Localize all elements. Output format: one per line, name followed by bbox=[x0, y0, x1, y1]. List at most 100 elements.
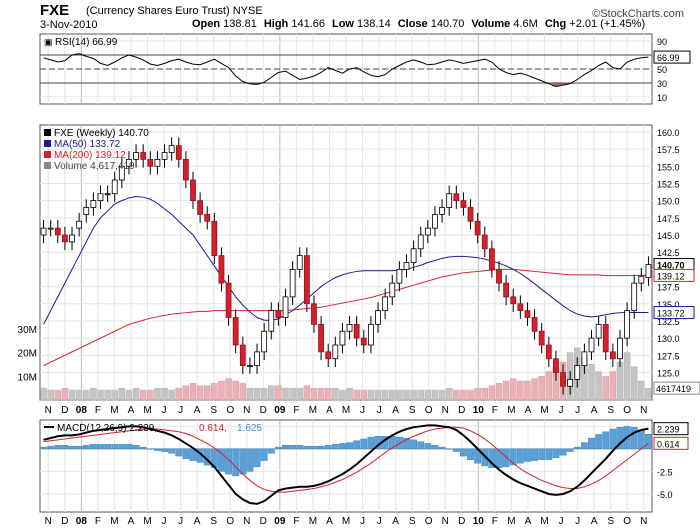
macd-x-tick-label: N bbox=[243, 516, 250, 527]
macd-histogram-bar bbox=[609, 428, 617, 450]
price-y-tick-label: 150.0 bbox=[657, 197, 680, 207]
volume-bar bbox=[445, 387, 453, 401]
price-x-tick-label: S bbox=[607, 405, 614, 416]
price-y-tick-label: 147.5 bbox=[657, 214, 680, 224]
volume-bar bbox=[410, 390, 417, 401]
price-x-tick-label: O bbox=[226, 405, 234, 416]
price-x-tick-label: S bbox=[409, 405, 416, 416]
volume-bar bbox=[374, 390, 382, 401]
candle-body bbox=[339, 330, 346, 346]
price-y-tick-label: 142.5 bbox=[657, 248, 680, 258]
volume-bar bbox=[638, 380, 645, 401]
macd-histogram-bar bbox=[104, 444, 112, 450]
macd-x-tick-label: M bbox=[309, 516, 317, 527]
macd-x-tick-label: O bbox=[623, 516, 631, 527]
price-x-tick-label: O bbox=[425, 405, 433, 416]
macd-histogram-bar bbox=[89, 444, 97, 450]
quote-high-label: High bbox=[263, 18, 292, 30]
candle-body bbox=[47, 227, 54, 230]
candle-body bbox=[432, 213, 438, 229]
macd-histogram-bar bbox=[438, 446, 446, 450]
quote-chg-value: +2.01 (+1.45%) bbox=[569, 18, 646, 30]
macd-histogram-bar bbox=[403, 437, 410, 450]
candle-body bbox=[638, 275, 645, 284]
rsi-legend: RSI(14) 66.99 bbox=[55, 37, 118, 48]
macd-histogram-bar bbox=[552, 448, 560, 459]
volume-bar bbox=[168, 390, 175, 401]
macd-histogram-bar bbox=[431, 445, 439, 450]
price-x-tick-label: O bbox=[623, 405, 631, 416]
rsi-oversold-fill bbox=[559, 83, 567, 86]
volume-bar bbox=[630, 366, 638, 401]
macd-histogram-bar bbox=[360, 438, 368, 450]
volume-bar bbox=[360, 390, 368, 401]
macd-x-tick-label: M bbox=[507, 516, 515, 527]
candle-body bbox=[118, 165, 125, 181]
volume-bar bbox=[147, 390, 154, 401]
macd-histogram-bar bbox=[630, 427, 638, 450]
price-x-tick-label: A bbox=[591, 405, 598, 416]
macd-histogram-bar bbox=[588, 437, 595, 450]
volume-tag-label: 4617419 bbox=[656, 384, 691, 394]
volume-bar bbox=[353, 390, 360, 401]
candle-body bbox=[147, 158, 154, 167]
candle-body bbox=[382, 296, 389, 312]
price-legend-swatch bbox=[44, 162, 51, 169]
candle-body bbox=[360, 337, 367, 346]
price-tag-close-label: 140.70 bbox=[657, 261, 685, 271]
candle-body bbox=[396, 268, 403, 284]
volume-bar bbox=[474, 387, 481, 401]
volume-bar bbox=[289, 387, 296, 401]
macd-x-tick-label: J bbox=[575, 516, 580, 527]
macd-x-tick-label: F bbox=[95, 516, 101, 527]
price-x-tick-label: 10 bbox=[473, 405, 485, 416]
candle-body bbox=[602, 323, 609, 353]
candle-body bbox=[69, 234, 75, 243]
price-legend-entry: FXE (Weekly) 140.70 bbox=[54, 128, 149, 139]
macd-histogram-bar bbox=[317, 445, 325, 450]
macd-x-tick-label: D bbox=[61, 516, 68, 527]
candle-body bbox=[574, 365, 581, 380]
price-y-tick-label: 130.0 bbox=[657, 334, 680, 344]
price-x-tick-label: F bbox=[492, 405, 498, 416]
macd-histogram-bar bbox=[54, 445, 62, 450]
candle-body bbox=[318, 323, 324, 353]
candle-body bbox=[97, 193, 104, 202]
quote-volume-label: Volume bbox=[471, 18, 514, 30]
rsi-legend-swatch: ▣ bbox=[44, 37, 53, 47]
candle-body bbox=[389, 282, 396, 298]
price-x-tick-label: F bbox=[95, 405, 101, 416]
volume-bar bbox=[453, 390, 460, 401]
macd-x-tick-label: J bbox=[360, 516, 365, 527]
volume-bar bbox=[616, 361, 624, 401]
candle-body bbox=[488, 248, 495, 270]
macd-histogram-bar bbox=[139, 446, 147, 450]
volume-bar bbox=[132, 387, 140, 401]
volume-bar bbox=[246, 387, 254, 401]
price-tag-ma50-label: 133.72 bbox=[657, 309, 685, 319]
brand-watermark: ©StockCharts.com bbox=[592, 8, 684, 20]
macd-histogram-bar bbox=[97, 444, 104, 450]
macd-x-tick-label: A bbox=[392, 516, 399, 527]
candle-body bbox=[239, 344, 246, 367]
macd-x-tick-label: J bbox=[162, 516, 167, 527]
quote-open-value: 138.81 bbox=[223, 18, 257, 30]
price-y-tick-label: 132.5 bbox=[657, 317, 680, 327]
macd-histogram-bar bbox=[282, 445, 289, 450]
volume-bar bbox=[545, 371, 553, 401]
macd-x-tick-label: N bbox=[442, 516, 449, 527]
macd-histogram-bar bbox=[75, 445, 83, 450]
macd-x-tick-label: A bbox=[525, 516, 532, 527]
candle-body bbox=[247, 365, 253, 368]
price-y-tick-label: 137.5 bbox=[657, 283, 680, 293]
candle-body bbox=[282, 296, 289, 318]
macd-histogram-bar bbox=[460, 448, 467, 457]
quote-open-label: Open bbox=[192, 18, 224, 30]
candle-body bbox=[524, 310, 531, 318]
volume-bar bbox=[324, 387, 332, 401]
volume-bar bbox=[161, 387, 168, 401]
candle-body bbox=[190, 179, 196, 202]
volume-bar bbox=[232, 380, 239, 401]
price-tag-ma200-label: 139.12 bbox=[657, 271, 685, 281]
price-x-tick-label: M bbox=[342, 405, 350, 416]
